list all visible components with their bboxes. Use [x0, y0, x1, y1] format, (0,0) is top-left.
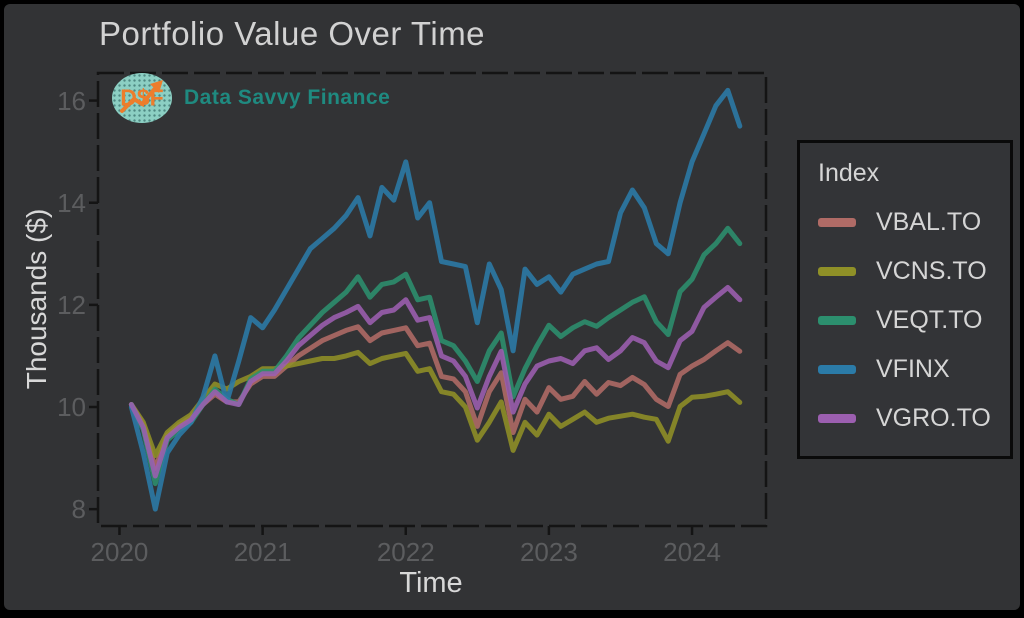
series-line-VCNS.TO	[128, 349, 743, 458]
y-tick-label: 10	[57, 392, 86, 422]
legend-item-VCNS.TO: VCNS.TO	[818, 257, 1010, 285]
y-tick-label: 14	[57, 187, 86, 218]
y-tick-label: 12	[57, 289, 86, 320]
chart-title: Portfolio Value Over Time	[99, 15, 486, 52]
trend-arrow-icon	[120, 80, 163, 113]
legend-item-VGRO.TO: VGRO.TO	[818, 404, 1010, 432]
legend-item-VEQT.TO: VEQT.TO	[818, 306, 1010, 334]
y-tick-label: 16	[57, 85, 86, 116]
legend-swatch-icon	[818, 266, 856, 276]
legend-swatch-icon	[818, 413, 856, 423]
x-tick-label: 2021	[233, 537, 292, 567]
legend-item-VFINX: VFINX	[818, 355, 1010, 383]
legend-label: VEQT.TO	[876, 305, 983, 334]
legend-label: VBAL.TO	[876, 207, 982, 236]
legend-label: VCNS.TO	[876, 256, 987, 285]
legend-box: Index VBAL.TO VCNS.TO VEQT.TO VFINX VGRO.TO	[797, 140, 1013, 459]
legend-label: VFINX	[876, 354, 950, 383]
legend-swatch-icon	[818, 217, 856, 227]
brand-name: Data Savvy Finance	[184, 86, 391, 109]
series-line-VGRO.TO	[128, 285, 743, 479]
x-tick-label: 2022	[376, 537, 435, 567]
legend-swatch-icon	[818, 315, 856, 325]
legend-item-VBAL.TO: VBAL.TO	[818, 208, 1010, 236]
legend-swatch-icon	[818, 364, 856, 374]
plot-border	[96, 71, 768, 528]
series-line-VFINX	[128, 87, 743, 512]
legend-title: Index	[818, 159, 880, 187]
legend-items: VBAL.TO VCNS.TO VEQT.TO VFINX VGRO.TO	[818, 208, 1010, 432]
x-tick-label: 2024	[663, 537, 721, 567]
brand-logo: D$F Data Savvy Finance	[112, 73, 390, 123]
logo-ellipse-icon: D$F	[112, 73, 172, 123]
x-tick-label: 2020	[90, 537, 149, 567]
x-axis-title: Time	[399, 567, 463, 599]
x-tick-label: 2023	[519, 537, 578, 567]
y-tick-label: 8	[71, 494, 86, 525]
portfolio-line-chart	[89, 71, 768, 535]
legend-label: VGRO.TO	[876, 403, 991, 432]
